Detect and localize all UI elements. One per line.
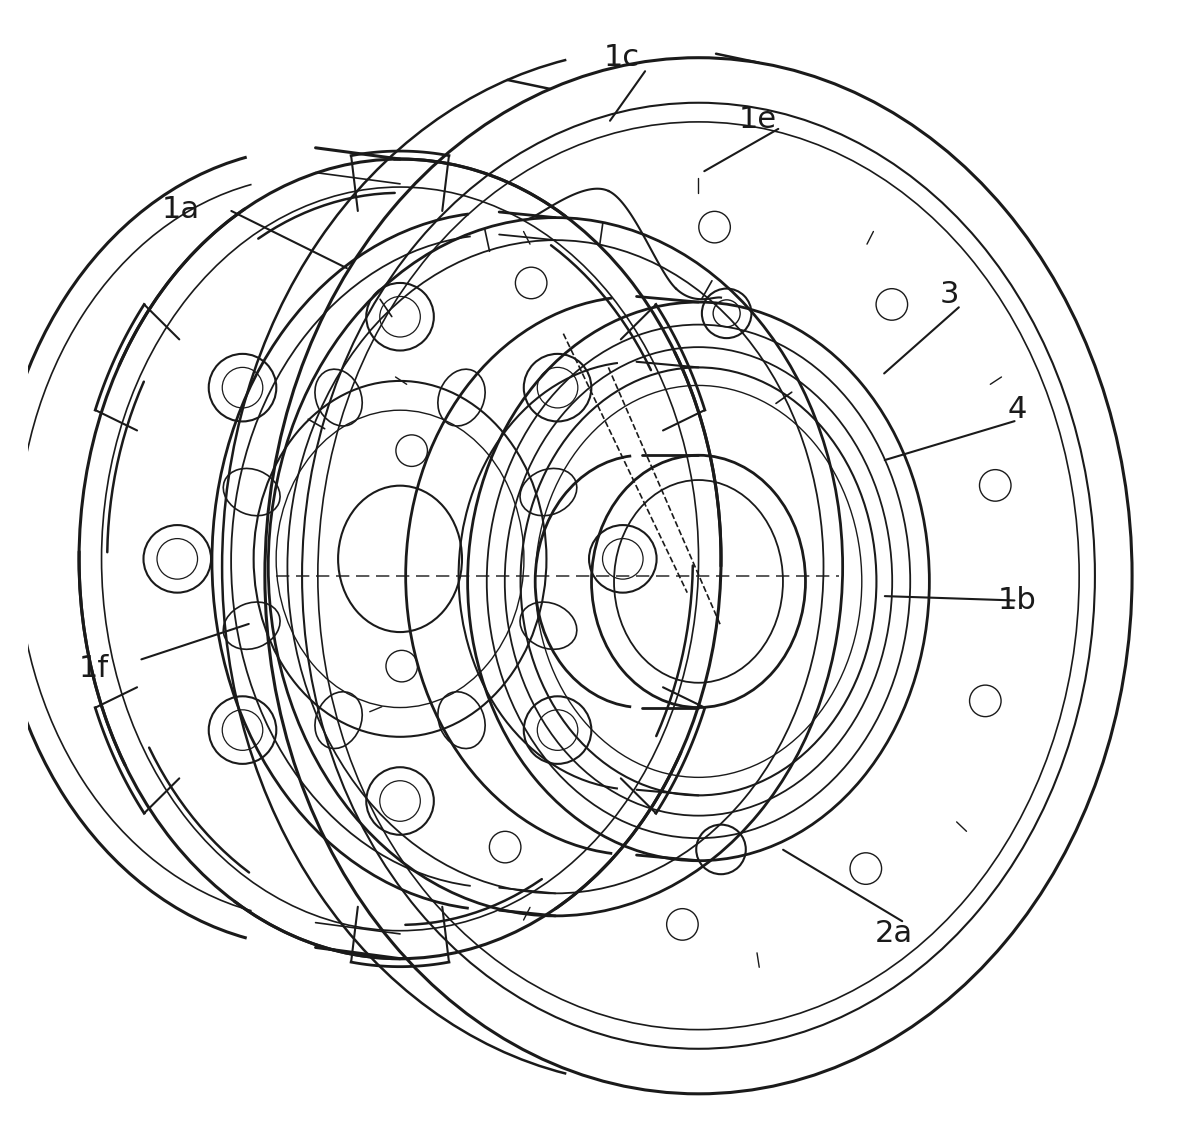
Text: 2a: 2a: [874, 919, 912, 948]
Text: 1a: 1a: [161, 195, 200, 225]
Text: 1e: 1e: [739, 105, 777, 134]
Text: 4: 4: [1008, 394, 1027, 423]
Text: 1c: 1c: [603, 43, 640, 72]
Text: 3: 3: [939, 280, 959, 308]
Text: 1f: 1f: [78, 654, 109, 683]
Text: 1b: 1b: [997, 586, 1036, 615]
